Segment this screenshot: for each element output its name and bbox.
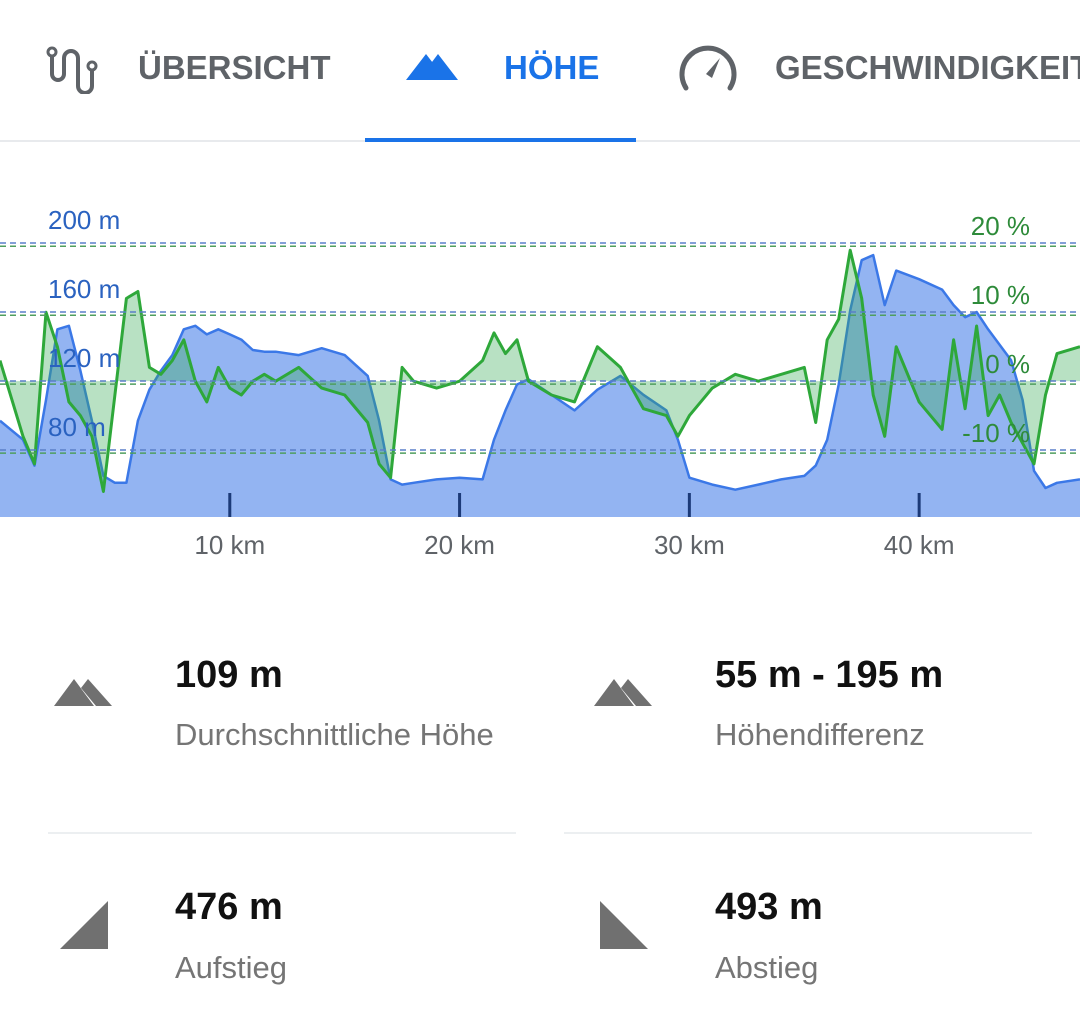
y-tick-label: 120 m — [48, 343, 120, 373]
x-tick-label: 10 km — [194, 530, 265, 560]
stat-icon — [54, 679, 112, 706]
tab-indicator — [365, 138, 636, 142]
y2-tick-label: -10 % — [962, 418, 1030, 448]
tab[interactable]: HÖHE — [504, 49, 600, 86]
y-tick-label: 160 m — [48, 274, 120, 304]
area-fill — [0, 250, 1080, 492]
stat-value: 55 m - 195 m — [715, 654, 944, 696]
tab[interactable]: GESCHWINDIGKEIT — [775, 49, 1080, 86]
line — [0, 253, 1080, 491]
y2-tick-label: 0 % — [985, 349, 1030, 379]
stat-value: 109 m — [175, 654, 283, 696]
stat-icon — [600, 901, 648, 949]
stat-value: 493 m — [715, 886, 823, 928]
tab[interactable]: ÜBERSICHT — [138, 49, 331, 86]
divider — [48, 832, 516, 834]
x-tick-label: 20 km — [424, 530, 495, 560]
y-tick-label: 200 m — [48, 205, 120, 235]
x-tick-label: 40 km — [884, 530, 955, 560]
elevation-chart: 80 m 120 m 160 m 200 m -10 % 0 % 10 % 20 % 10 km… — [0, 205, 1080, 560]
stat-label: Höhendifferenz — [715, 717, 925, 752]
speed-icon — [679, 45, 737, 91]
y2-tick-label: 10 % — [971, 280, 1030, 310]
stat-icon — [594, 679, 652, 706]
stat-icon — [60, 901, 108, 949]
elevation-icon — [406, 54, 458, 80]
y2-tick-label: 20 % — [971, 211, 1030, 241]
y-tick-label: 80 m — [48, 412, 106, 442]
divider — [564, 832, 1032, 834]
line — [0, 248, 1080, 493]
stat-value: 476 m — [175, 886, 283, 928]
area-fill — [0, 255, 1080, 517]
stat-label: Aufstieg — [175, 950, 288, 985]
stat-label: Abstieg — [715, 950, 819, 985]
stat-label: Durchschnittliche Höhe — [175, 717, 494, 752]
x-tick-label: 30 km — [654, 530, 725, 560]
overview-icon — [46, 46, 98, 94]
